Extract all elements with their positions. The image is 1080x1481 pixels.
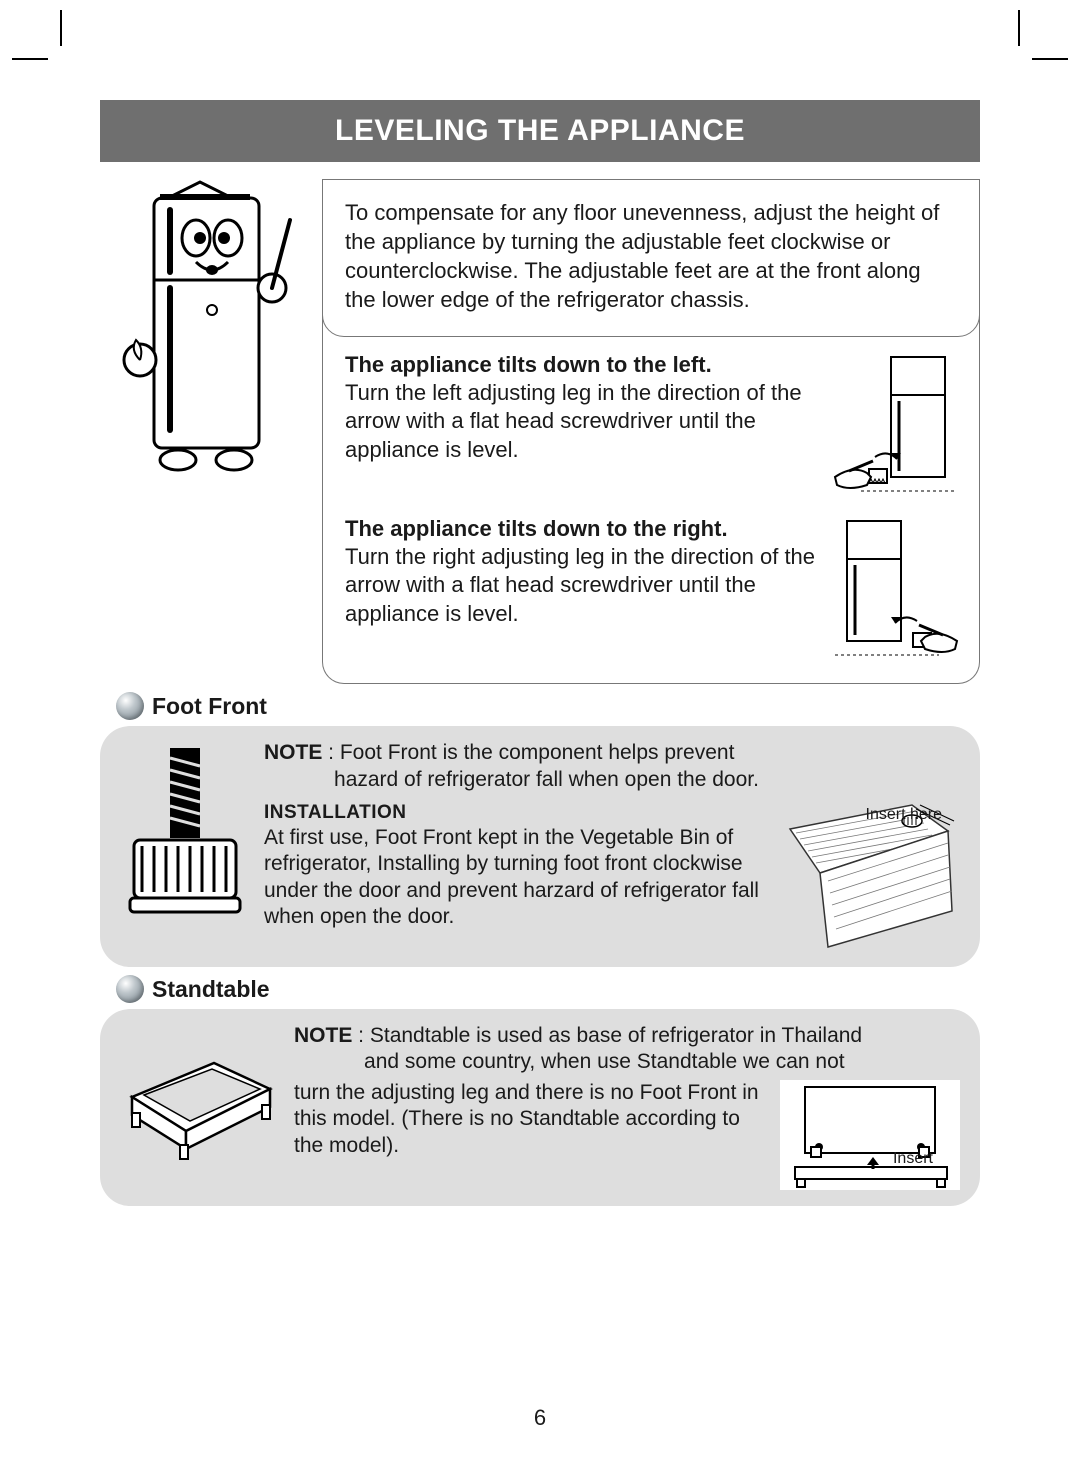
foot-note-line2: hazard of refrigerator fall when open th… xyxy=(334,768,759,791)
tilt-right-illustration xyxy=(831,515,961,665)
instruction-column: To compensate for any floor unevenness, … xyxy=(322,180,980,684)
standtable-heading-text: Standtable xyxy=(152,976,270,1003)
standtable-section: Standtable xyxy=(100,975,980,1206)
installation-body: At first use, Foot Front kept in the Veg… xyxy=(264,825,766,931)
foot-front-illustration xyxy=(120,740,250,940)
foot-front-heading-text: Foot Front xyxy=(152,693,267,720)
insert-label: Insert xyxy=(893,1149,933,1169)
note-sep: : xyxy=(352,1024,370,1047)
page-title: LEVELING THE APPLIANCE xyxy=(100,100,980,162)
bullet-icon xyxy=(116,975,144,1003)
foot-front-insert-illustration: Insert here xyxy=(780,801,960,951)
crop-mark xyxy=(1018,10,1020,46)
foot-front-panel: NOTE : Foot Front is the component helps… xyxy=(100,726,980,967)
tilt-left-body: Turn the left adjusting leg in the direc… xyxy=(345,380,802,461)
installation-label: INSTALLATION xyxy=(264,801,766,825)
foot-front-heading: Foot Front xyxy=(116,692,980,720)
page-content: LEVELING THE APPLIANCE xyxy=(100,100,980,1206)
tilt-right-block: The appliance tilts down to the right. T… xyxy=(323,501,979,665)
fridge-cartoon-illustration xyxy=(100,180,300,480)
stand-note-line1: Standtable is used as base of refrigerat… xyxy=(370,1024,862,1047)
standtable-illustration xyxy=(120,1023,280,1163)
note-label: NOTE xyxy=(294,1024,352,1047)
intro-text: To compensate for any floor unevenness, … xyxy=(322,179,980,337)
standtable-insert-illustration: Insert xyxy=(780,1080,960,1190)
note-sep: : xyxy=(322,741,340,764)
foot-front-text: NOTE : Foot Front is the component helps… xyxy=(264,740,960,951)
tilt-right-body: Turn the right adjusting leg in the dire… xyxy=(345,544,815,625)
bullet-icon xyxy=(116,692,144,720)
note-label: NOTE xyxy=(264,741,322,764)
crop-mark xyxy=(12,58,48,60)
tilt-left-block: The appliance tilts down to the left. Tu… xyxy=(323,337,979,501)
crop-mark xyxy=(1032,58,1068,60)
manual-page: LEVELING THE APPLIANCE xyxy=(0,0,1080,1481)
standtable-panel: NOTE : Standtable is used as base of ref… xyxy=(100,1009,980,1206)
standtable-text: NOTE : Standtable is used as base of ref… xyxy=(294,1023,960,1190)
stand-note-line2: and some country, when use Standtable we… xyxy=(364,1050,845,1073)
foot-front-section: Foot Front xyxy=(100,692,980,967)
leveling-row: To compensate for any floor unevenness, … xyxy=(100,180,980,684)
standtable-body: turn the adjusting leg and there is no F… xyxy=(294,1080,766,1190)
foot-note-line1: Foot Front is the component helps preven… xyxy=(340,741,735,764)
tilt-right-heading: The appliance tilts down to the right. xyxy=(345,516,728,541)
tilt-left-illustration xyxy=(831,351,961,501)
standtable-heading: Standtable xyxy=(116,975,980,1003)
tilt-left-heading: The appliance tilts down to the left. xyxy=(345,352,712,377)
insert-here-label: Insert here xyxy=(866,805,942,825)
crop-mark xyxy=(60,10,62,46)
page-number: 6 xyxy=(0,1405,1080,1431)
